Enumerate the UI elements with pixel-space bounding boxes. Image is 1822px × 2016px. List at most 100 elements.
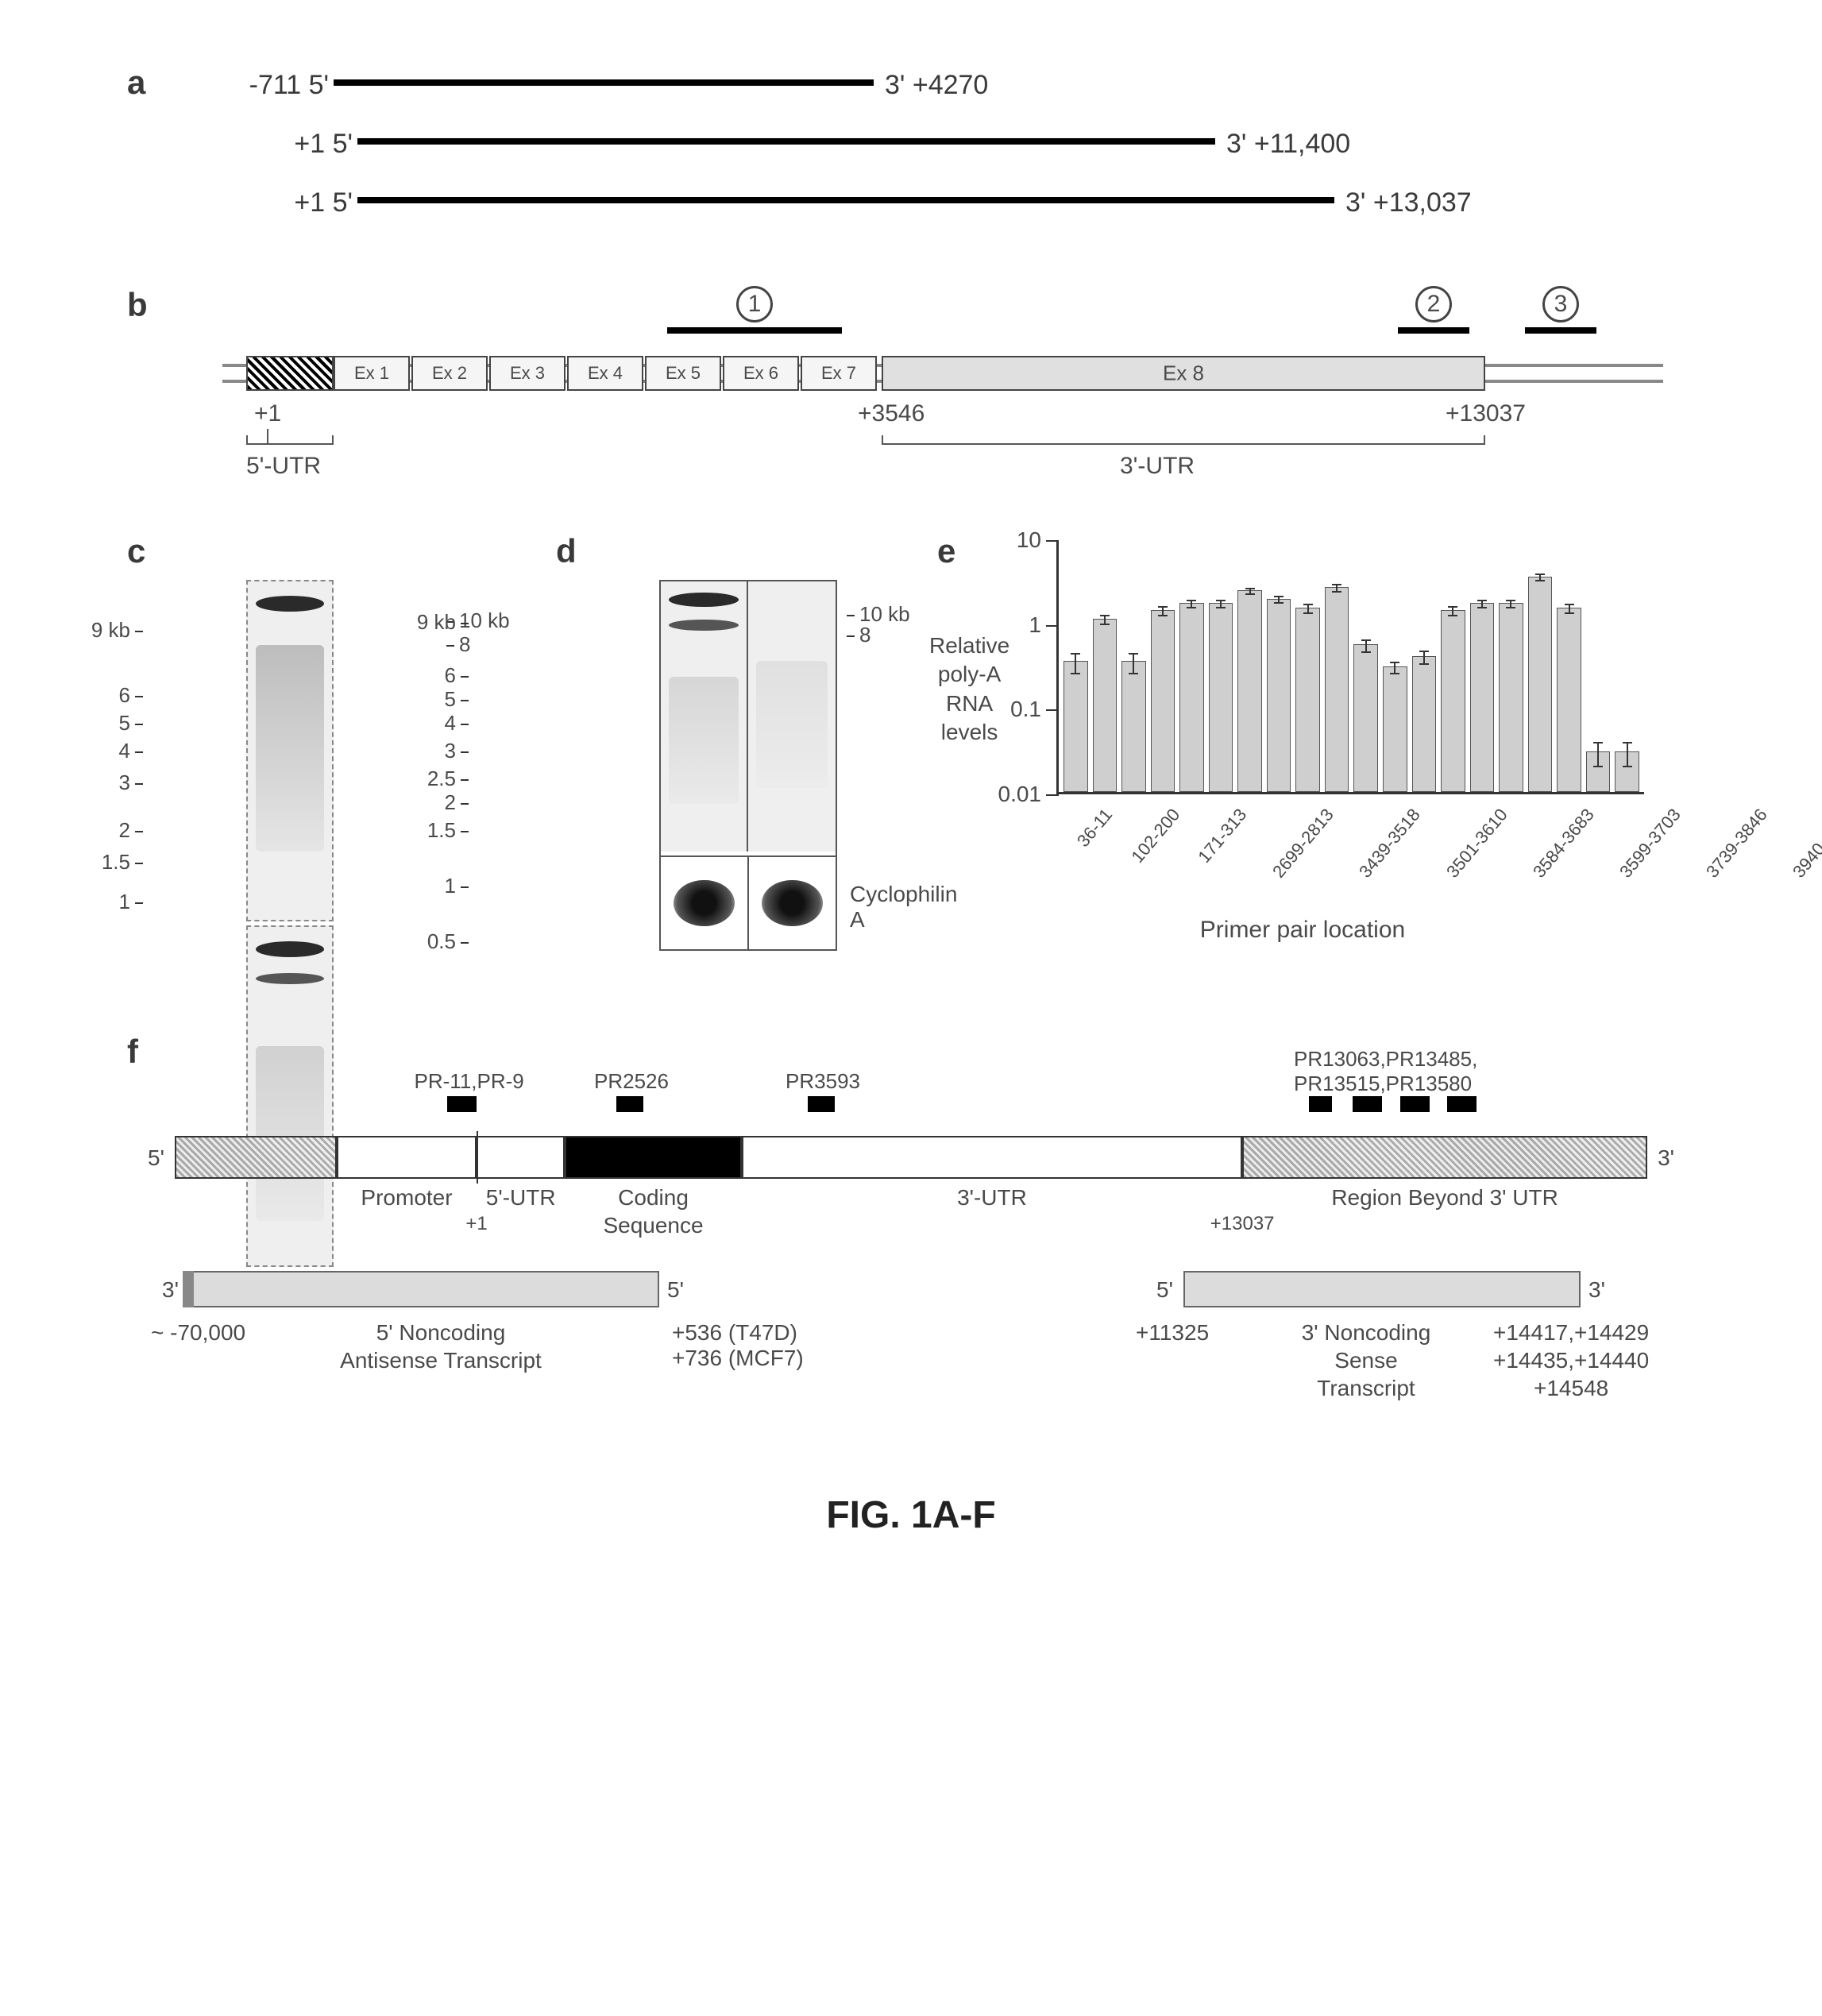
- lane-d-2: 3: [748, 581, 836, 852]
- seg-promoter: [337, 1136, 477, 1179]
- se-left: +11325: [1136, 1319, 1209, 1346]
- size-marker: 3: [445, 739, 475, 763]
- size-marker: 8: [842, 623, 870, 647]
- seg-5flank: [175, 1136, 337, 1179]
- ex8-utr3: Ex 8: [882, 356, 1485, 391]
- panel-a: a -711 5'3' +4270+1 5'3' +11,400+1 5'3' …: [127, 64, 1695, 254]
- primer-block: [808, 1096, 834, 1112]
- bar: [1353, 644, 1378, 792]
- seg-coding: [565, 1136, 741, 1179]
- size-marker: 1: [119, 890, 149, 914]
- probe-number: 2: [1415, 286, 1452, 322]
- exon-box: Ex 1: [334, 356, 410, 391]
- size-marker: 6: [445, 663, 475, 688]
- primer-block: [1447, 1096, 1477, 1112]
- bar: [1093, 619, 1118, 792]
- bar: [1441, 610, 1465, 792]
- seg-beyond: [1242, 1136, 1647, 1179]
- size-marker: 4: [445, 711, 475, 736]
- size-marker: 9 kb: [417, 610, 475, 635]
- bar: [1470, 603, 1495, 792]
- bar: [1383, 666, 1407, 792]
- pf-plus13037: +13037: [1210, 1212, 1275, 1236]
- bar: [1267, 599, 1291, 792]
- as-left: ~ -70,000: [151, 1319, 245, 1346]
- size-marker: 8: [442, 632, 470, 657]
- panel-b-label: b: [127, 286, 148, 324]
- figure-caption: FIG. 1A-F: [127, 1493, 1695, 1537]
- bar: [1499, 603, 1523, 792]
- size-marker: 1.5: [427, 818, 475, 843]
- se-label: 3' NoncodingSenseTranscript: [1263, 1319, 1469, 1402]
- pf-3prime: 3': [1658, 1144, 1674, 1172]
- probe-bar: [1525, 327, 1596, 334]
- panel-c-label: c: [127, 532, 145, 570]
- bar: [1528, 577, 1553, 792]
- bar: [1615, 751, 1639, 792]
- se-5: 5': [1156, 1276, 1173, 1303]
- antisense-bar: [183, 1271, 659, 1307]
- primer-label: PR2526: [594, 1069, 669, 1094]
- construct-row: +1 5'3' +11,400: [127, 130, 1695, 178]
- bar: [1209, 603, 1233, 792]
- size-marker: 5: [119, 711, 149, 736]
- primer-block: [1400, 1096, 1430, 1112]
- bar: [1557, 608, 1581, 792]
- exon-box: Ex 7: [801, 356, 877, 391]
- sense-bar: [1183, 1271, 1581, 1307]
- bar: [1179, 603, 1204, 792]
- cyclophilin-panel: [659, 855, 837, 951]
- probe-bar: [667, 327, 842, 334]
- ann-3546: +3546: [858, 400, 925, 427]
- bar: [1412, 656, 1437, 792]
- bar: [1325, 587, 1349, 792]
- lbl-3utr: 3'-UTR: [742, 1184, 1242, 1211]
- as-3: 3': [162, 1276, 179, 1303]
- x-axis-title: Primer pair location: [1200, 917, 1405, 944]
- se-3: 3': [1588, 1276, 1605, 1303]
- utr5-box: [246, 356, 334, 391]
- construct-row: +1 5'3' +13,037: [127, 189, 1695, 237]
- panel-e: e Relativepoly-ARNAlevels 1010.10.01 36-…: [945, 524, 1660, 937]
- exon-box: Ex 2: [411, 356, 488, 391]
- bar: [1295, 608, 1320, 792]
- construct-row: -711 5'3' +4270: [127, 71, 1695, 119]
- panel-b: b 123 Ex 1Ex 2Ex 3Ex 4Ex 5Ex 6Ex 7 Ex 8 …: [127, 286, 1695, 492]
- pf-main-track: 5' 3' Promoter 5'-UTR CodingSequence 3'-…: [175, 1136, 1647, 1179]
- exon-box: Ex 3: [489, 356, 566, 391]
- bar: [1151, 610, 1175, 792]
- primer-label: PR-11,PR-9: [415, 1069, 524, 1094]
- y-axis-title: Relativepoly-ARNAlevels: [929, 631, 1009, 747]
- y-tick-label: 1: [1029, 612, 1059, 638]
- primer-block: [1353, 1096, 1382, 1112]
- bar: [1586, 751, 1611, 792]
- se-right: +14417,+14429 +14435,+14440 +14548: [1493, 1319, 1649, 1402]
- chart-area: 1010.10.01: [1056, 540, 1644, 794]
- primer-label: PR3593: [786, 1069, 860, 1094]
- seg-5utr: [477, 1136, 565, 1179]
- primer-block: [616, 1096, 643, 1112]
- primer-block: [1309, 1096, 1333, 1112]
- panel-f-label: f: [127, 1033, 138, 1071]
- size-marker: 3: [119, 770, 149, 795]
- primers-right-label: PR13063,PR13485,PR13515,PR13580: [1294, 1047, 1477, 1096]
- panel-d-label: d: [556, 532, 577, 570]
- lane-d-1: 2: [661, 581, 748, 852]
- size-marker: 9 kb: [91, 618, 149, 643]
- lbl-coding: CodingSequence: [565, 1184, 741, 1239]
- pf-5prime: 5': [148, 1144, 164, 1172]
- size-marker: 5: [445, 687, 475, 712]
- lane-c-1: 1: [246, 580, 334, 921]
- panel-f: f 5' 3' Promoter 5'-UTR CodingSequence 3…: [127, 1033, 1695, 1398]
- lbl-beyond: Region Beyond 3' UTR: [1242, 1184, 1647, 1211]
- size-marker: 6: [119, 683, 149, 708]
- size-marker: 1.5: [102, 850, 149, 875]
- as-r2: +736 (MCF7): [672, 1344, 804, 1372]
- lbl-promoter: Promoter: [337, 1184, 477, 1211]
- bar: [1237, 590, 1262, 792]
- panels-cde-row: c 1 2 9 kb654321.51 10 kb8 d 2: [127, 524, 1695, 985]
- size-marker: 4: [119, 739, 149, 763]
- probe-bar: [1398, 327, 1469, 334]
- y-tick-label: 10: [1017, 527, 1059, 553]
- seg-3utr: [742, 1136, 1242, 1179]
